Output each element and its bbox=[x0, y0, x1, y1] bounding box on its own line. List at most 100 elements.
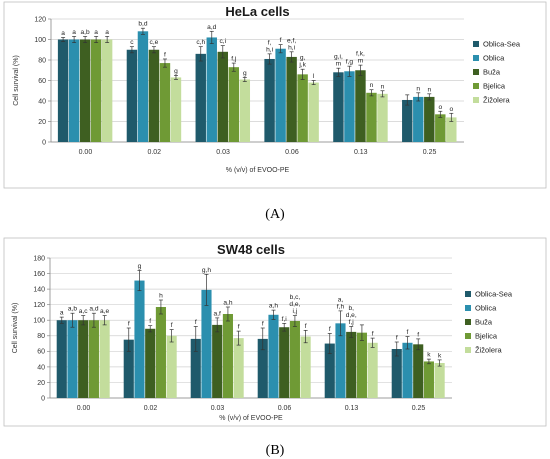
significance-label: a,f bbox=[214, 310, 221, 317]
chart-hela: HeLa cells 0 20 40 60 80 100 120 Cell survival (… bbox=[3, 1, 547, 189]
significance-label: k bbox=[427, 352, 431, 359]
significance-label: g bbox=[243, 70, 247, 77]
significance-label: a,e bbox=[100, 308, 109, 315]
y-tick-label: 40 bbox=[37, 364, 45, 371]
x-tick-label: 0.03 bbox=[216, 149, 230, 156]
significance-label: f,g bbox=[346, 59, 354, 66]
bar bbox=[391, 349, 402, 398]
significance-label: f bbox=[171, 322, 173, 329]
significance-label: f bbox=[149, 318, 151, 325]
significance-label: f bbox=[417, 331, 419, 338]
bar bbox=[324, 343, 335, 398]
legend-entry: Bjelica bbox=[475, 332, 498, 341]
bar bbox=[190, 338, 201, 398]
bar bbox=[264, 58, 275, 142]
x-axis-label: % (v/v) of EVOO-PE bbox=[226, 167, 290, 174]
significance-label: n bbox=[427, 86, 431, 93]
bar bbox=[356, 332, 367, 398]
bar bbox=[297, 74, 308, 142]
legend-swatch bbox=[465, 347, 471, 353]
chart-title: HeLa cells bbox=[225, 4, 289, 19]
legend-swatch bbox=[473, 83, 479, 89]
significance-label: a bbox=[72, 29, 76, 36]
legend-swatch bbox=[473, 69, 479, 75]
y-axis-label: Cell survival (%) bbox=[12, 303, 19, 354]
bar bbox=[212, 324, 223, 398]
x-tick-label: 0.02 bbox=[147, 149, 161, 156]
significance-label: a bbox=[60, 310, 64, 317]
significance-label: f,h bbox=[337, 303, 345, 310]
significance-label: h,i bbox=[288, 44, 295, 51]
significance-label: h,i bbox=[266, 46, 273, 53]
bar bbox=[155, 307, 166, 398]
significance-label: f bbox=[164, 51, 166, 58]
significance-label: n bbox=[381, 83, 385, 90]
legend-entry: Oblica bbox=[483, 54, 505, 63]
bar bbox=[239, 79, 251, 142]
bar bbox=[56, 320, 67, 398]
bar bbox=[148, 49, 160, 142]
legend-swatch bbox=[473, 97, 479, 103]
bar bbox=[367, 342, 378, 398]
significance-label: f bbox=[329, 326, 331, 333]
bar bbox=[300, 336, 311, 398]
bar bbox=[78, 320, 89, 398]
significance-label: o bbox=[438, 104, 442, 111]
significance-label: c,h bbox=[196, 39, 205, 46]
significance-label: f, bbox=[268, 39, 272, 46]
bar bbox=[335, 323, 346, 398]
significance-label: a,h bbox=[223, 300, 232, 307]
bar bbox=[423, 361, 434, 398]
significance-label: m bbox=[336, 61, 342, 68]
x-tick-label: 0.00 bbox=[77, 405, 91, 412]
y-tick-label: 20 bbox=[37, 380, 45, 387]
significance-label: o bbox=[449, 106, 453, 113]
bar bbox=[201, 289, 212, 398]
panel-label-b: (B) bbox=[266, 443, 285, 458]
significance-label: a, bbox=[338, 296, 344, 303]
significance-label: a,h bbox=[269, 303, 278, 310]
significance-label: e,f, bbox=[287, 37, 296, 44]
bar bbox=[57, 39, 69, 142]
bar bbox=[275, 48, 286, 142]
bar bbox=[217, 51, 228, 142]
bar bbox=[346, 331, 357, 398]
significance-label: a,b bbox=[81, 29, 90, 36]
bar bbox=[435, 114, 446, 142]
bar bbox=[101, 39, 113, 142]
x-tick-label: 0.02 bbox=[144, 405, 158, 412]
significance-label: k bbox=[438, 352, 442, 359]
significance-label: f bbox=[280, 37, 282, 44]
y-axis-label: Cell survival (%) bbox=[13, 55, 20, 106]
bar bbox=[126, 49, 138, 142]
significance-label: a,b bbox=[68, 306, 77, 313]
significance-label: i,j bbox=[293, 308, 298, 315]
significance-label: c bbox=[130, 39, 134, 46]
bar bbox=[402, 342, 413, 398]
x-tick-label: 0.13 bbox=[354, 149, 368, 156]
x-tick-label: 0.00 bbox=[79, 149, 93, 156]
y-tick-label: 20 bbox=[38, 119, 46, 126]
significance-label: f bbox=[372, 331, 374, 338]
y-tick-label: 160 bbox=[33, 271, 45, 278]
bar bbox=[68, 39, 80, 142]
significance-label: f bbox=[305, 323, 307, 330]
bar bbox=[88, 320, 99, 398]
significance-label: n bbox=[370, 82, 374, 89]
legend-swatch bbox=[465, 291, 471, 297]
significance-label: g bbox=[174, 68, 178, 75]
significance-label: g,i, bbox=[334, 54, 343, 61]
significance-label: a,c bbox=[79, 308, 88, 315]
bar bbox=[123, 339, 134, 398]
legend-entry: Žižolera bbox=[475, 346, 503, 355]
bar bbox=[79, 39, 91, 142]
significance-label: a,d bbox=[207, 24, 216, 31]
significance-label: h bbox=[159, 293, 163, 300]
chart-frame bbox=[3, 1, 547, 189]
significance-label: a bbox=[105, 29, 109, 36]
y-tick-label: 0 bbox=[41, 395, 45, 402]
y-tick-label: 60 bbox=[37, 349, 45, 356]
panel-label-a: (A) bbox=[265, 207, 285, 222]
x-tick-label: 0.13 bbox=[345, 405, 359, 412]
